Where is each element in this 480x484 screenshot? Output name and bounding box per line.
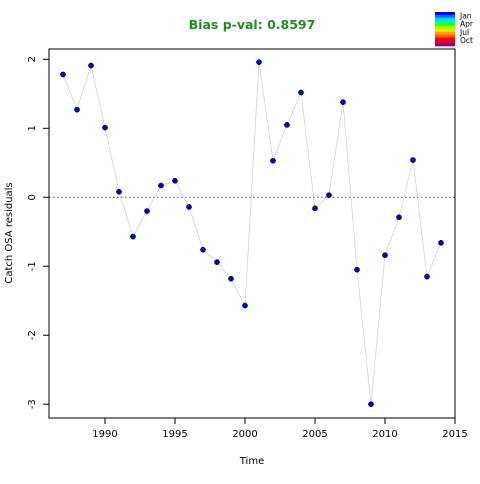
legend-color-swatch: [435, 17, 455, 21]
data-point: [424, 273, 430, 280]
data-point: [200, 246, 206, 253]
data-point: [172, 177, 178, 184]
plot-frame: [48, 48, 456, 419]
legend-color-swatch: [435, 12, 455, 16]
y-tick-label: -1: [27, 261, 38, 271]
data-point: [312, 205, 318, 212]
legend-color-swatch: [435, 31, 455, 35]
legend-color-swatch: [435, 26, 455, 30]
data-point: [340, 99, 346, 105]
x-tick-label: 1995: [162, 429, 187, 440]
x-tick-label: 2010: [372, 429, 397, 440]
data-point: [88, 62, 94, 69]
legend-color-swatch: [435, 37, 455, 41]
y-tick-label: 2: [27, 56, 38, 62]
series-line: [62, 62, 442, 405]
x-tick-label: 2005: [302, 429, 327, 440]
data-point: [270, 157, 276, 164]
data-point: [186, 204, 192, 210]
x-tick-label: 2015: [442, 429, 467, 440]
data-point: [396, 214, 402, 221]
data-point: [116, 188, 122, 195]
data-point: [284, 122, 290, 128]
legend-color-swatch: [435, 23, 455, 27]
legend-color-swatch: [435, 29, 455, 33]
y-tick-label: -3: [27, 399, 38, 409]
data-point: [102, 124, 108, 131]
data-point: [144, 208, 150, 214]
legend-color-swatch: [435, 14, 455, 18]
data-point: [298, 89, 304, 96]
data-point: [60, 71, 66, 78]
data-point: [242, 302, 248, 309]
y-tick-label: -2: [27, 330, 38, 340]
data-point: [228, 275, 234, 282]
data-point: [74, 106, 80, 113]
legend-label: Jul: [459, 28, 469, 37]
data-point: [256, 59, 262, 65]
legend-label: Oct: [460, 36, 473, 45]
data-point: [326, 192, 332, 199]
legend-color-swatch: [435, 40, 455, 44]
chart-title: Bias p-val: 0.8597: [189, 17, 316, 32]
legend-color-swatch: [435, 43, 455, 47]
legend-label: Jan: [459, 12, 472, 21]
data-point: [438, 239, 444, 246]
legend-label: Apr: [460, 20, 474, 29]
data-point: [214, 259, 220, 265]
legend-color-swatch: [435, 34, 455, 38]
y-tick-label: 0: [27, 194, 38, 200]
x-tick-label: 1990: [92, 429, 117, 440]
data-point: [130, 233, 136, 240]
legend-color-swatch: [435, 20, 455, 24]
data-point: [158, 182, 164, 189]
data-point: [410, 157, 416, 163]
y-tick-label: 1: [27, 125, 38, 131]
x-axis-label: Time: [239, 456, 264, 467]
y-axis-label: Catch OSA residuals: [4, 182, 15, 283]
x-tick-label: 2000: [232, 429, 257, 440]
data-point: [382, 252, 388, 259]
data-point: [368, 401, 374, 408]
data-point: [354, 266, 360, 273]
